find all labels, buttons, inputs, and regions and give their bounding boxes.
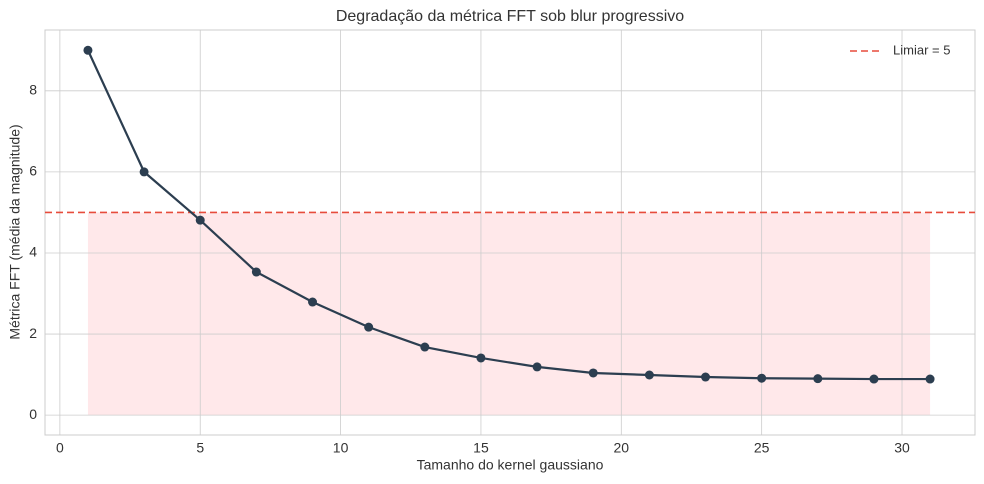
x-tick-label: 30 <box>894 440 910 456</box>
y-tick-label: 0 <box>29 406 37 422</box>
chart-title: Degradação da métrica FFT sob blur progr… <box>336 8 684 25</box>
data-point <box>364 322 374 332</box>
data-point <box>701 372 711 382</box>
legend-label: Limiar = 5 <box>893 42 950 57</box>
data-line <box>86 49 931 381</box>
x-tick-label: 25 <box>754 440 770 456</box>
data-point <box>476 353 486 363</box>
threshold-region <box>87 212 931 416</box>
data-point <box>925 374 935 384</box>
y-tick-label: 6 <box>29 163 37 179</box>
x-tick-label: 0 <box>56 440 64 456</box>
data-point <box>869 374 879 384</box>
data-point <box>644 370 654 380</box>
data-point <box>83 45 93 55</box>
data-point <box>532 362 542 372</box>
data-point <box>757 373 767 383</box>
x-tick-label: 5 <box>196 440 204 456</box>
plot-frame <box>44 29 976 436</box>
data-point <box>308 297 318 307</box>
y-tick-label: 4 <box>29 244 37 260</box>
data-point <box>251 267 261 277</box>
x-tick-label: 10 <box>333 440 349 456</box>
y-axis-label: Métrica FFT (média da magnitude) <box>7 124 23 339</box>
data-point <box>139 167 149 177</box>
data-point <box>588 368 598 378</box>
y-tick-label: 8 <box>29 82 37 98</box>
x-tick-label: 20 <box>614 440 630 456</box>
x-axis-label: Tamanho do kernel gaussiano <box>417 457 604 473</box>
data-point <box>813 374 823 384</box>
data-point <box>195 215 205 225</box>
y-tick-label: 2 <box>29 325 37 341</box>
x-tick-label: 15 <box>473 440 489 456</box>
data-point <box>420 342 430 352</box>
